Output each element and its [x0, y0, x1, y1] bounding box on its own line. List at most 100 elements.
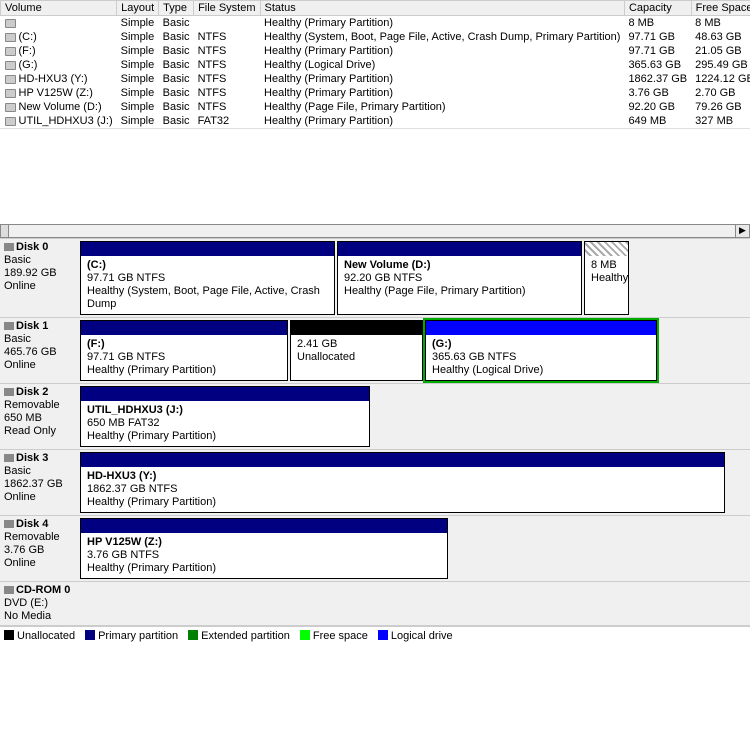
volume-cell: Basic: [159, 30, 194, 44]
partition[interactable]: (C:)97.71 GB NTFSHealthy (System, Boot, …: [80, 241, 335, 315]
volume-cell: Simple: [117, 16, 159, 31]
partition-body: (F:)97.71 GB NTFSHealthy (Primary Partit…: [81, 335, 287, 380]
partition-body: (C:)97.71 GB NTFSHealthy (System, Boot, …: [81, 256, 334, 314]
volume-row[interactable]: UTIL_HDHXU3 (J:)SimpleBasicFAT32Healthy …: [1, 114, 750, 128]
volume-cell: Simple: [117, 114, 159, 128]
column-header[interactable]: Volume: [1, 1, 117, 16]
volume-row[interactable]: HP V125W (Z:)SimpleBasicNTFSHealthy (Pri…: [1, 86, 750, 100]
volume-row[interactable]: (F:)SimpleBasicNTFSHealthy (Primary Part…: [1, 44, 750, 58]
disk-icon: [4, 243, 14, 251]
partition-body: 8 MBHealthy: [585, 256, 628, 314]
volume-cell: Basic: [159, 58, 194, 72]
disk-partitions: HD-HXU3 (Y:)1862.37 GB NTFSHealthy (Prim…: [78, 450, 750, 515]
volume-cell: 48.63 GB: [691, 30, 750, 44]
partition[interactable]: HD-HXU3 (Y:)1862.37 GB NTFSHealthy (Prim…: [80, 452, 725, 513]
disk-row: CD-ROM 0DVD (E:)No Media: [0, 582, 750, 626]
volume-cell: Basic: [159, 114, 194, 128]
volume-cell: (G:): [1, 58, 117, 72]
volume-cell: 97.71 GB: [624, 44, 691, 58]
volume-row[interactable]: HD-HXU3 (Y:)SimpleBasicNTFSHealthy (Prim…: [1, 72, 750, 86]
column-header[interactable]: Type: [159, 1, 194, 16]
disk-row: Disk 1Basic465.76 GBOnline(F:)97.71 GB N…: [0, 318, 750, 384]
disk-label[interactable]: Disk 1Basic465.76 GBOnline: [0, 318, 78, 383]
drive-icon: [5, 19, 16, 28]
partition-bar: [81, 387, 369, 401]
volume-cell: Healthy (Primary Partition): [260, 72, 624, 86]
volume-cell: Simple: [117, 44, 159, 58]
volume-cell: Healthy (Primary Partition): [260, 44, 624, 58]
disk-row: Disk 3Basic1862.37 GBOnlineHD-HXU3 (Y:)1…: [0, 450, 750, 516]
disk-label[interactable]: CD-ROM 0DVD (E:)No Media: [0, 582, 78, 625]
drive-icon: [5, 103, 16, 112]
partition[interactable]: 2.41 GBUnallocated: [290, 320, 423, 381]
volume-table[interactable]: VolumeLayoutTypeFile SystemStatusCapacit…: [0, 0, 750, 128]
disk-label[interactable]: Disk 4Removable3.76 GBOnline: [0, 516, 78, 581]
legend-swatch: [85, 630, 95, 640]
column-header[interactable]: Free Space: [691, 1, 750, 16]
disk-partitions: (F:)97.71 GB NTFSHealthy (Primary Partit…: [78, 318, 750, 383]
hscroll[interactable]: ▶: [0, 224, 750, 238]
volume-cell: Healthy (Logical Drive): [260, 58, 624, 72]
drive-icon: [5, 117, 16, 126]
volume-cell: Simple: [117, 30, 159, 44]
disk-label[interactable]: Disk 3Basic1862.37 GBOnline: [0, 450, 78, 515]
partition[interactable]: (G:)365.63 GB NTFSHealthy (Logical Drive…: [425, 320, 657, 381]
legend-swatch: [300, 630, 310, 640]
partition[interactable]: UTIL_HDHXU3 (J:)650 MB FAT32Healthy (Pri…: [80, 386, 370, 447]
disk-partitions: (C:)97.71 GB NTFSHealthy (System, Boot, …: [78, 239, 750, 317]
legend: UnallocatedPrimary partitionExtended par…: [0, 626, 750, 645]
volume-cell: NTFS: [194, 58, 260, 72]
partition-body: UTIL_HDHXU3 (J:)650 MB FAT32Healthy (Pri…: [81, 401, 369, 446]
partition-bar: [81, 519, 447, 533]
legend-item: Unallocated: [4, 630, 75, 642]
disk-partitions: UTIL_HDHXU3 (J:)650 MB FAT32Healthy (Pri…: [78, 384, 750, 449]
volume-cell: 79.26 GB: [691, 100, 750, 114]
column-header[interactable]: File System: [194, 1, 260, 16]
volume-cell: 21.05 GB: [691, 44, 750, 58]
hscroll-thumb[interactable]: [1, 225, 9, 237]
column-header[interactable]: Layout: [117, 1, 159, 16]
disk-icon: [4, 520, 14, 528]
partition-bar: [338, 242, 581, 256]
hscroll-right-arrow[interactable]: ▶: [735, 225, 749, 237]
column-header[interactable]: Capacity: [624, 1, 691, 16]
disk-icon: [4, 454, 14, 462]
volume-cell: 1862.37 GB: [624, 72, 691, 86]
legend-swatch: [188, 630, 198, 640]
volume-cell: 295.49 GB: [691, 58, 750, 72]
volume-cell: (F:): [1, 44, 117, 58]
volume-cell: 1224.12 GB: [691, 72, 750, 86]
volume-row[interactable]: (G:)SimpleBasicNTFSHealthy (Logical Driv…: [1, 58, 750, 72]
volume-cell: 3.76 GB: [624, 86, 691, 100]
drive-icon: [5, 75, 16, 84]
disk-label[interactable]: Disk 2Removable650 MBRead Only: [0, 384, 78, 449]
volume-cell: NTFS: [194, 44, 260, 58]
drive-icon: [5, 89, 16, 98]
disk-icon: [4, 586, 14, 594]
volume-row[interactable]: (C:)SimpleBasicNTFSHealthy (System, Boot…: [1, 30, 750, 44]
volume-row[interactable]: SimpleBasicHealthy (Primary Partition)8 …: [1, 16, 750, 31]
volume-cell: 649 MB: [624, 114, 691, 128]
partition-bar: [81, 242, 334, 256]
partition-bar: [291, 321, 422, 335]
volume-cell: (C:): [1, 30, 117, 44]
volume-row[interactable]: New Volume (D:)SimpleBasicNTFSHealthy (P…: [1, 100, 750, 114]
partition[interactable]: 8 MBHealthy: [584, 241, 629, 315]
partition[interactable]: HP V125W (Z:)3.76 GB NTFSHealthy (Primar…: [80, 518, 448, 579]
volume-cell: 97.71 GB: [624, 30, 691, 44]
drive-icon: [5, 47, 16, 56]
column-header[interactable]: Status: [260, 1, 624, 16]
partition[interactable]: New Volume (D:)92.20 GB NTFSHealthy (Pag…: [337, 241, 582, 315]
disk-partitions: HP V125W (Z:)3.76 GB NTFSHealthy (Primar…: [78, 516, 750, 581]
partition-bar: [426, 321, 656, 335]
volume-cell: 2.70 GB: [691, 86, 750, 100]
partition[interactable]: (F:)97.71 GB NTFSHealthy (Primary Partit…: [80, 320, 288, 381]
volume-cell: Basic: [159, 16, 194, 31]
partition-body: HD-HXU3 (Y:)1862.37 GB NTFSHealthy (Prim…: [81, 467, 724, 512]
disk-label[interactable]: Disk 0Basic189.92 GBOnline: [0, 239, 78, 317]
partition-body: HP V125W (Z:)3.76 GB NTFSHealthy (Primar…: [81, 533, 447, 578]
legend-item: Primary partition: [85, 630, 178, 642]
volume-cell: Simple: [117, 72, 159, 86]
volume-cell: Basic: [159, 86, 194, 100]
disk-panel: Disk 0Basic189.92 GBOnline(C:)97.71 GB N…: [0, 238, 750, 626]
